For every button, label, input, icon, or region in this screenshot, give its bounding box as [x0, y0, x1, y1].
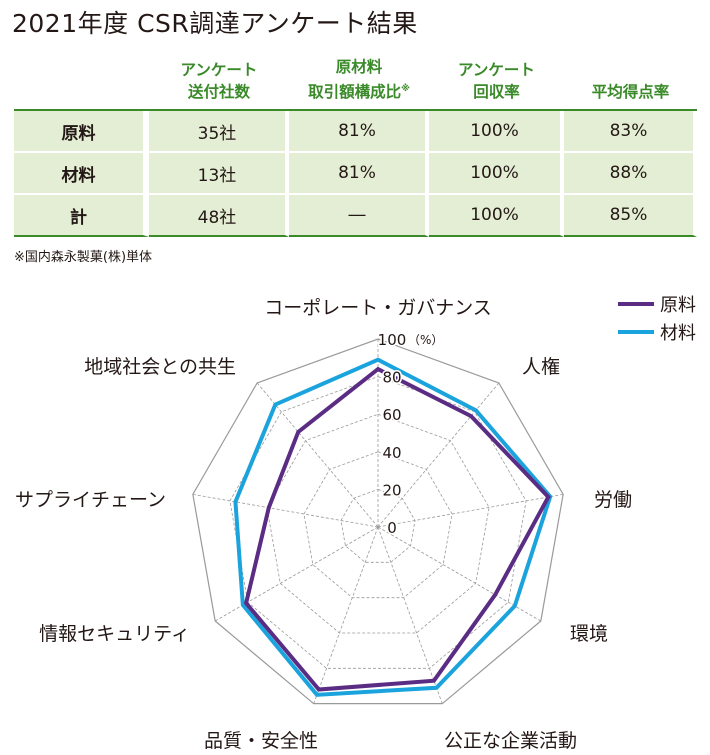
- radar-axis-label: 品質・安全性: [204, 730, 318, 752]
- header-line2: 送付社数: [187, 83, 250, 102]
- footnote-mark: ※: [401, 84, 410, 94]
- header-line1: アンケート: [180, 61, 258, 80]
- header-line2-text: 取引額構成比: [308, 83, 402, 102]
- radar-tick-label: 20: [382, 481, 401, 499]
- header-line1: アンケート: [458, 61, 535, 80]
- radar-unit-label: （%）: [408, 333, 443, 347]
- table-cell-label: 材料: [14, 153, 149, 196]
- table-cell: 81%: [289, 153, 429, 196]
- table-cell: 88%: [564, 153, 697, 196]
- table-row: 計 48社 ― 100% 85%: [14, 195, 697, 238]
- radar-axis-label: 人権: [522, 356, 560, 378]
- header-line2: 平均得点率: [591, 83, 670, 102]
- radar-spoke: [377, 382, 500, 528]
- table-cell: 13社: [149, 153, 289, 196]
- radar-axis-label: サプライチェーン: [15, 489, 166, 511]
- radar-tick-label: 0: [387, 519, 397, 537]
- radar-spoke: [313, 526, 379, 704]
- legend-label: 原料: [660, 295, 696, 316]
- header-line1: 原材料: [335, 58, 383, 76]
- table-cell: 100%: [429, 195, 564, 238]
- table-header-blank: [14, 56, 149, 112]
- header-line2: 取引額構成比※: [289, 78, 429, 103]
- table-cell: 81%: [289, 111, 429, 154]
- table-cell: 100%: [429, 111, 564, 154]
- table-header-ratio: 原材料 取引額構成比※: [289, 56, 429, 112]
- table-row: 原料 35社 81% 100% 83%: [14, 111, 697, 154]
- table-header-row: アンケート 送付社数 原材料 取引額構成比※ アンケート 回収率 平均得点率: [14, 56, 697, 112]
- radar-spoke: [256, 382, 379, 528]
- radar-tick-label: 80: [382, 369, 401, 387]
- radar-axis-label: 地域社会との共生: [84, 356, 236, 378]
- table-cell: 35社: [149, 111, 289, 154]
- radar-grid-ring: [266, 413, 490, 634]
- radar-grid-ring: [340, 488, 416, 563]
- radar-spoke: [377, 526, 443, 704]
- legend-label: 材料: [660, 323, 696, 344]
- radar-axis-label: 環境: [570, 623, 608, 645]
- header-line2: 回収率: [473, 83, 520, 102]
- radar-grid-ring: [192, 338, 564, 705]
- radar-axis-label: 公正な企業活動: [444, 730, 577, 752]
- table-cell: 100%: [429, 153, 564, 196]
- radar-series-line: [243, 366, 551, 692]
- radar-tick-label: 40: [382, 444, 401, 462]
- table-footnote: ※国内森永製菓(株)単体: [14, 250, 153, 265]
- radar-spoke: [377, 493, 564, 528]
- table-cell-label: 計: [14, 195, 149, 238]
- radar-axis-label: 情報セキュリティ: [39, 623, 190, 645]
- table-cell-label: 原料: [14, 111, 149, 154]
- radar-grid-ring: [303, 451, 453, 599]
- table-cell: 83%: [564, 111, 697, 154]
- radar-tick-label: 60: [382, 406, 401, 424]
- page-title: 2021年度 CSR調達アンケート結果: [12, 9, 418, 38]
- table-cell: 85%: [564, 195, 697, 238]
- radar-spoke: [192, 493, 379, 528]
- table-row: 材料 13社 81% 100% 88%: [14, 153, 697, 196]
- table-header-sent: アンケート 送付社数: [149, 56, 289, 112]
- radar-axis-label: 労働: [594, 489, 632, 511]
- radar-axis-label: コーポレート・ガバナンス: [264, 297, 492, 319]
- survey-table: アンケート 送付社数 原材料 取引額構成比※ アンケート 回収率 平均得点率 原…: [14, 56, 697, 238]
- table-cell: ―: [289, 195, 429, 238]
- radar-tick-label: 100: [378, 331, 407, 349]
- table-cell: 48社: [149, 195, 289, 238]
- table-header-score: 平均得点率: [564, 56, 697, 112]
- table-header-recovery: アンケート 回収率: [429, 56, 564, 112]
- radar-series-line: [233, 357, 553, 697]
